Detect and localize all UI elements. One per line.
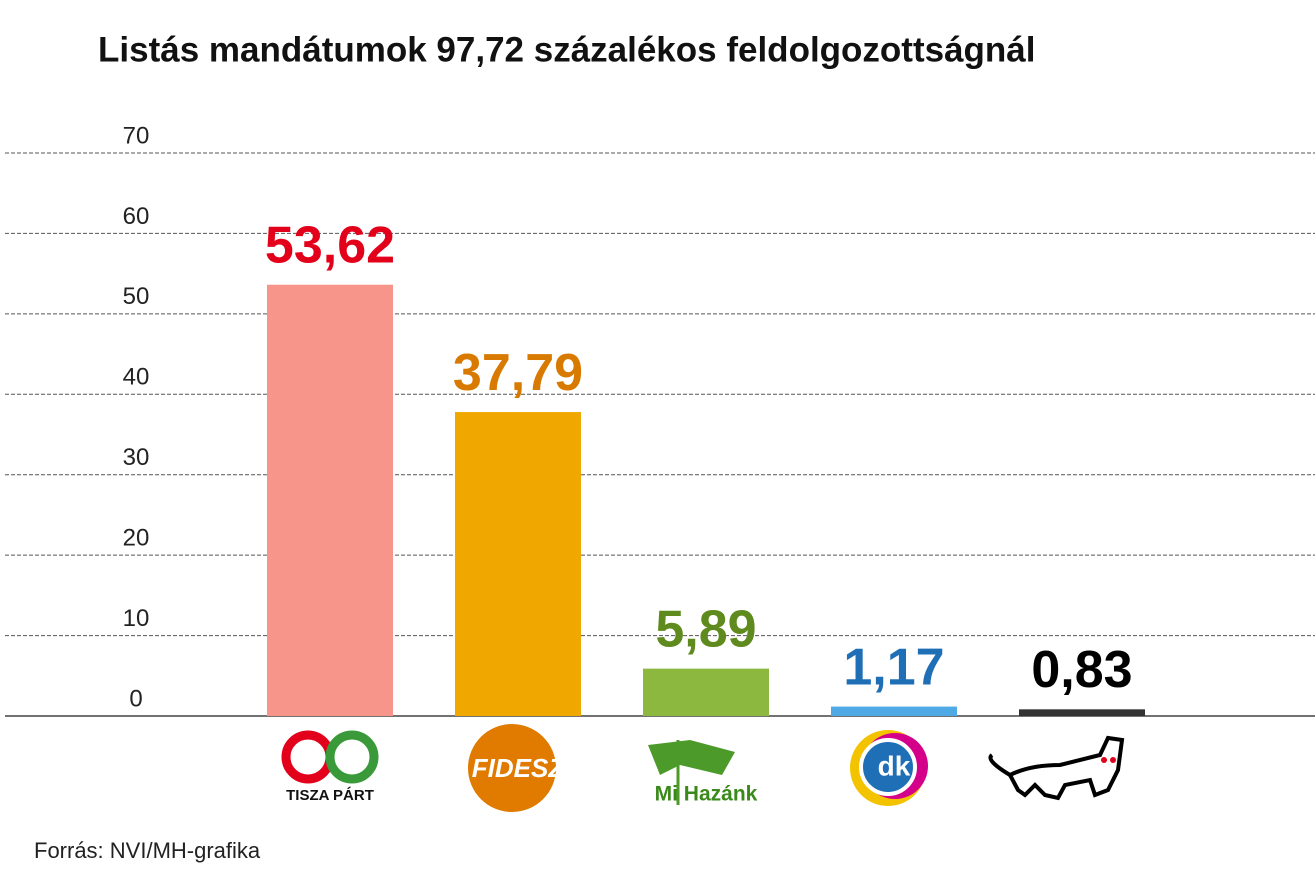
logo-fidesz — [468, 724, 556, 812]
y-tick-label: 20 — [123, 524, 150, 551]
y-tick-label: 0 — [129, 685, 142, 712]
y-tick-label: 60 — [123, 203, 150, 230]
chart-title: Listás mandátumok 97,72 százalékos feldo… — [98, 30, 1036, 69]
logo-mihazank — [648, 740, 735, 805]
value-label: 53,62 — [265, 216, 395, 274]
bar — [1019, 709, 1145, 716]
value-label: 37,79 — [453, 344, 583, 402]
value-label: 5,89 — [655, 600, 756, 658]
logo-dk — [850, 730, 928, 806]
bar — [267, 284, 393, 716]
y-tick-label: 50 — [123, 283, 150, 310]
y-tick-label: 30 — [123, 444, 150, 471]
y-tick-label: 10 — [123, 605, 150, 632]
y-tick-label: 70 — [123, 122, 150, 149]
x-tick-label: Mi Hazánk — [655, 783, 758, 806]
bar — [455, 412, 581, 716]
x-tick-label: FIDESZ — [472, 753, 566, 783]
x-tick-label: dk — [878, 750, 911, 781]
value-label: 0,83 — [1031, 641, 1132, 699]
source: Forrás: NVI/MH-grafika — [34, 838, 261, 863]
logo-tisza — [281, 730, 379, 784]
bar — [831, 706, 957, 716]
logo-mkkp — [988, 735, 1125, 801]
y-tick-label: 40 — [123, 364, 150, 391]
bar — [643, 668, 769, 716]
value-label: 1,17 — [843, 638, 944, 696]
x-tick-label: TISZA PÁRT — [286, 787, 374, 804]
